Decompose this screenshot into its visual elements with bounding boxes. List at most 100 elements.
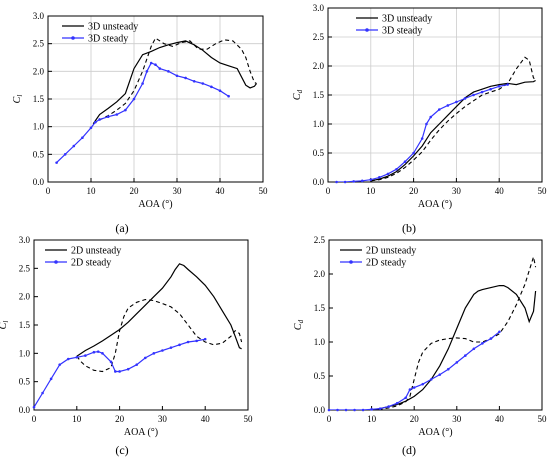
series-point bbox=[114, 370, 117, 373]
series-point bbox=[378, 407, 382, 410]
x-axis-label: AOA (°) bbox=[124, 427, 158, 438]
y-tick-label: 1.5 bbox=[314, 303, 326, 313]
series-point bbox=[336, 408, 339, 412]
y-tick-label: 3.0 bbox=[313, 3, 325, 13]
legend-entry: 3D unsteady bbox=[382, 14, 432, 25]
series-line-1 bbox=[370, 79, 536, 182]
y-axis-label: Cl bbox=[12, 95, 24, 104]
x-tick-label: 20 bbox=[130, 186, 140, 196]
y-tick-label: 2.0 bbox=[33, 66, 45, 76]
series-point bbox=[412, 386, 416, 389]
series-point bbox=[421, 382, 425, 386]
legend-entry: 2D steady bbox=[366, 258, 406, 269]
series-point bbox=[203, 337, 207, 341]
series-point bbox=[72, 144, 76, 148]
x-tick-label: 50 bbox=[538, 186, 548, 196]
chart-panel-1: 0 10 20 30 40 50 0.0 0.5 1.0 1.5 2.0 2.5 3.0 AOA (°) C… bbox=[12, 11, 268, 235]
series-point bbox=[101, 352, 104, 355]
series-point bbox=[463, 97, 467, 100]
series-line-3 bbox=[329, 331, 500, 410]
series-point bbox=[158, 67, 162, 70]
series-point bbox=[149, 61, 153, 65]
series-point bbox=[96, 350, 100, 353]
series-point bbox=[498, 330, 501, 334]
series-point bbox=[387, 405, 390, 408]
series-line-3 bbox=[56, 62, 229, 164]
y-tick-label: 3.0 bbox=[33, 11, 45, 21]
series-point bbox=[98, 118, 101, 121]
y-tick-label: 2.5 bbox=[33, 39, 45, 49]
series-point bbox=[55, 161, 58, 164]
legend-marker bbox=[349, 260, 353, 264]
chart-panel-4: 0 10 20 30 40 50 0.0 0.5 1.0 1.5 2.0 2.5 AOA (°) Cd 2D… bbox=[293, 235, 547, 457]
y-tick-label: 0.5 bbox=[33, 149, 45, 159]
legend-entry: 3D unsteady bbox=[88, 22, 138, 33]
series-line-1 bbox=[76, 263, 242, 357]
legend-entry: 3D steady bbox=[382, 26, 422, 37]
legend-entry: 2D unsteady bbox=[366, 246, 416, 257]
series-point bbox=[395, 167, 398, 171]
y-tick-label: 1.0 bbox=[33, 122, 45, 132]
y-tick-label: 0.5 bbox=[19, 377, 31, 387]
series-point bbox=[94, 120, 97, 124]
series-point bbox=[118, 370, 121, 373]
panel-label: (d) bbox=[402, 443, 416, 457]
y-tick-label: 1.5 bbox=[313, 90, 325, 100]
series-point bbox=[124, 108, 127, 112]
series-line-1 bbox=[92, 40, 257, 125]
series-point bbox=[497, 85, 501, 88]
series-line-3 bbox=[336, 84, 508, 182]
series-point bbox=[175, 74, 179, 78]
series-point bbox=[152, 352, 156, 355]
series-point bbox=[506, 83, 510, 86]
series-point bbox=[408, 388, 412, 391]
y-tick-label: 0.0 bbox=[33, 177, 45, 187]
y-axis-label-subscript: l bbox=[2, 321, 10, 323]
series-point bbox=[386, 172, 390, 176]
y-tick-label: 1.5 bbox=[33, 94, 45, 104]
series-point bbox=[66, 357, 70, 361]
x-tick-label: 0 bbox=[327, 414, 332, 424]
series-point bbox=[201, 82, 205, 85]
series-line-2 bbox=[76, 298, 243, 373]
y-tick-label: 1.0 bbox=[19, 348, 31, 358]
x-axis-label: AOA (°) bbox=[418, 199, 452, 210]
legend-entry: 2D unsteady bbox=[71, 246, 121, 257]
series-point bbox=[184, 76, 187, 80]
series-point bbox=[472, 93, 475, 97]
series-point bbox=[360, 179, 364, 183]
series-point bbox=[154, 63, 157, 66]
series-line-1 bbox=[371, 285, 537, 410]
series-point bbox=[489, 337, 493, 340]
series-point bbox=[126, 367, 130, 371]
series-point bbox=[178, 343, 181, 347]
x-tick-label: 10 bbox=[72, 414, 82, 424]
y-axis-label: Cl bbox=[0, 321, 10, 330]
series-point bbox=[369, 178, 373, 181]
y-tick-label: 2.0 bbox=[19, 292, 31, 302]
y-tick-label: 0.0 bbox=[314, 405, 326, 415]
x-tick-label: 50 bbox=[244, 414, 254, 424]
x-tick-label: 40 bbox=[495, 414, 505, 424]
panel-label: (b) bbox=[402, 221, 416, 235]
legend-entry: 3D steady bbox=[88, 34, 128, 45]
y-tick-label: 2.0 bbox=[314, 269, 326, 279]
series-point bbox=[420, 137, 424, 140]
plot-frame bbox=[328, 239, 543, 411]
series-point bbox=[404, 396, 407, 400]
series-point bbox=[169, 346, 173, 349]
y-tick-label: 3.0 bbox=[19, 235, 31, 245]
series-point bbox=[481, 342, 484, 345]
series-point bbox=[480, 90, 484, 94]
chart-panel-2: 0 10 20 30 40 50 0.0 0.5 1.0 1.5 2.0 2.5 3.0 AOA (°) C… bbox=[292, 3, 547, 235]
x-tick-label: 20 bbox=[409, 186, 419, 196]
series-point bbox=[395, 401, 399, 405]
panel-label: (c) bbox=[115, 443, 128, 457]
series-point bbox=[455, 100, 458, 104]
series-point bbox=[335, 180, 338, 184]
y-axis-label: Cd bbox=[292, 89, 304, 100]
series-point bbox=[472, 347, 476, 351]
series-point bbox=[132, 97, 136, 101]
series-point bbox=[195, 339, 198, 343]
